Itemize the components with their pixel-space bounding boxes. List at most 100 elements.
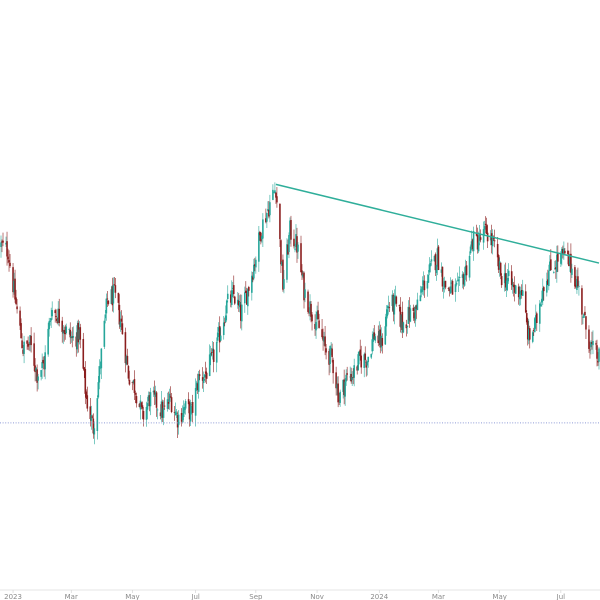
candle-body: [84, 369, 87, 394]
candle-body: [237, 301, 240, 306]
candle-body: [449, 286, 452, 294]
candle-body: [489, 235, 492, 241]
candle-body: [58, 308, 60, 323]
candle-body: [77, 322, 80, 343]
candle-body: [598, 348, 600, 362]
candle-body: [574, 267, 576, 287]
candle-body: [132, 380, 135, 383]
candle-body: [590, 342, 592, 348]
candle-body: [177, 414, 180, 426]
candle-body: [48, 321, 50, 330]
candle-body: [297, 244, 299, 252]
candle-body: [230, 290, 233, 305]
candle-body: [288, 235, 290, 253]
candle-body: [117, 292, 120, 303]
candle-body: [78, 329, 81, 340]
candle-body: [331, 348, 333, 358]
candle-body: [251, 275, 253, 293]
candle-body: [399, 306, 402, 327]
candle-body: [365, 362, 368, 368]
candle-body: [56, 318, 58, 323]
candle-body: [42, 359, 44, 364]
candle-body: [401, 311, 404, 330]
candle-body: [72, 336, 75, 338]
candle-body: [447, 288, 450, 290]
candle-body: [345, 374, 347, 382]
candle-body: [504, 273, 507, 288]
candle-body: [359, 349, 362, 356]
candle-body: [393, 295, 396, 315]
candle-body: [118, 304, 121, 325]
candle-body: [434, 254, 437, 271]
candle-body: [198, 374, 201, 376]
candle-body: [500, 276, 503, 286]
candle-body: [534, 315, 537, 320]
candle-body: [321, 329, 323, 337]
candle-body: [295, 234, 297, 248]
candle-body: [293, 238, 295, 247]
candle-body: [364, 353, 367, 360]
candle-body: [575, 284, 577, 288]
candle-body: [124, 332, 127, 364]
candle-body: [55, 315, 57, 317]
candle-body: [589, 349, 591, 351]
candle-body: [63, 329, 66, 333]
candle-body: [315, 322, 317, 331]
candle-body: [578, 285, 580, 287]
candle-body: [518, 293, 521, 300]
candle-body: [280, 240, 282, 265]
candle-body: [332, 359, 334, 374]
candle-body: [133, 379, 136, 393]
candle-body: [483, 226, 486, 230]
candle-body: [86, 395, 89, 409]
candle-body: [7, 256, 9, 260]
candle-body: [196, 383, 199, 391]
candle-body: [528, 328, 531, 340]
candle-body: [163, 405, 166, 407]
candle-body: [51, 310, 53, 317]
candle-body: [564, 250, 566, 254]
candle-body: [127, 366, 130, 379]
candle-body: [462, 274, 465, 285]
candle-body: [105, 298, 108, 314]
candle-body: [388, 307, 391, 309]
candle-body: [526, 320, 529, 340]
candle-body: [112, 285, 115, 304]
candle-body: [176, 415, 179, 428]
candle-body: [82, 338, 85, 369]
candle-body: [194, 387, 197, 416]
candle-body: [322, 336, 324, 341]
candle-body: [189, 405, 192, 422]
candle-body: [279, 203, 281, 240]
candle-body: [134, 393, 137, 395]
candle-body: [415, 305, 418, 310]
candles-group: [0, 182, 600, 445]
candle-body: [561, 248, 563, 255]
candle-body: [173, 412, 176, 413]
candle-body: [96, 398, 99, 431]
candle-body: [380, 335, 383, 348]
candle-body: [62, 331, 65, 334]
candle-body: [465, 265, 468, 276]
candle-body: [261, 235, 263, 240]
candle-body: [253, 264, 255, 279]
candle-body: [370, 354, 373, 358]
candle-body: [592, 340, 594, 346]
candle-body: [145, 406, 148, 420]
candle-body: [458, 276, 461, 278]
candle-body: [103, 320, 106, 347]
candle-body: [197, 373, 200, 392]
candle-body: [517, 286, 520, 298]
candle-body: [16, 306, 18, 310]
candle-body: [543, 287, 545, 292]
candle-body: [204, 371, 207, 374]
candle-body: [532, 330, 535, 332]
candle-body: [286, 244, 288, 280]
candle-body: [329, 345, 331, 365]
candle-body: [92, 418, 95, 434]
candle-body: [328, 350, 330, 365]
candle-body: [205, 372, 208, 379]
candle-body: [226, 293, 229, 300]
candle-body: [296, 236, 298, 253]
candle-body: [402, 322, 405, 333]
